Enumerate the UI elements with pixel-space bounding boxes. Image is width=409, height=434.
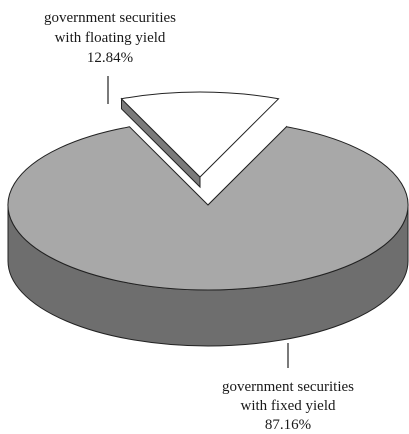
- slice-floating-yield-top: [120, 91, 280, 178]
- label-floating-line2: with floating yield: [55, 30, 166, 46]
- label-fixed-line1: government securities: [222, 379, 354, 395]
- label-fixed-value: 87.16%: [265, 417, 311, 433]
- label-fixed-line2: with fixed yield: [241, 398, 336, 414]
- slice-fixed-yield: [7, 125, 409, 347]
- label-floating-line1: government securities: [44, 10, 176, 26]
- slice-fixed-yield-top: [7, 126, 409, 291]
- label-floating-value: 12.84%: [87, 50, 133, 66]
- slice-floating-yield: [120, 91, 280, 189]
